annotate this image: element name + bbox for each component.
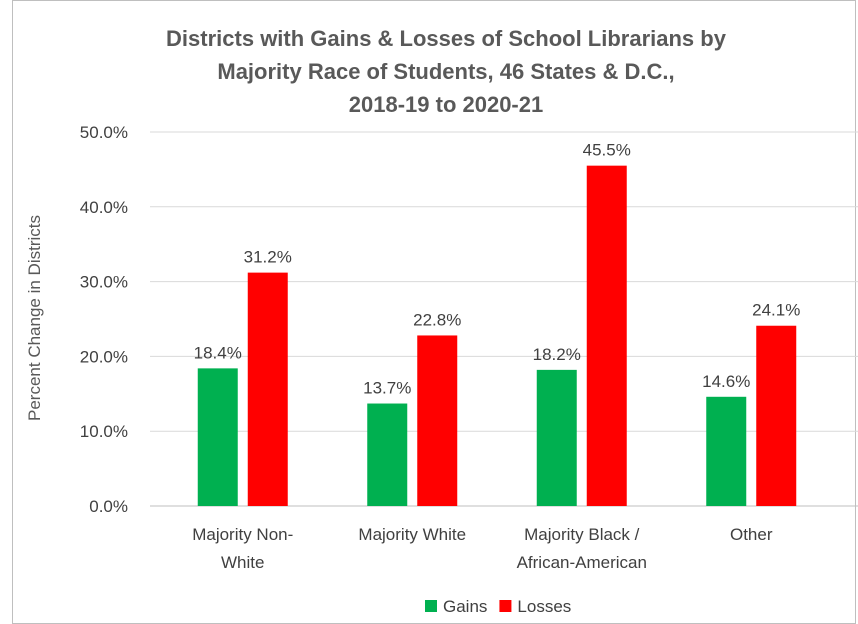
y-tick-label: 20.0% xyxy=(80,347,128,366)
bar-losses-0 xyxy=(247,272,288,506)
category-label: White xyxy=(221,553,264,572)
data-label: 13.7% xyxy=(363,379,411,398)
category-label: Majority Black / xyxy=(524,525,640,544)
category-label: Majority White xyxy=(358,525,466,544)
y-tick-label: 50.0% xyxy=(80,123,128,142)
category-label: Majority Non- xyxy=(192,525,293,544)
bars xyxy=(197,165,797,506)
chart-title-line: 2018-19 to 2020-21 xyxy=(349,92,543,117)
data-labels: 18.4% 31.2% 13.7% 22.8% 18.2% 45.5% 14.6% 24.1% xyxy=(194,141,801,398)
y-tick-label: 10.0% xyxy=(80,422,128,441)
category-label: African-American xyxy=(517,553,647,572)
category-label: Other xyxy=(730,525,773,544)
data-label: 18.2% xyxy=(533,345,581,364)
y-tick-label: 30.0% xyxy=(80,273,128,292)
bar-losses-1 xyxy=(417,335,458,506)
y-axis-title: Percent Change in Districts xyxy=(25,215,44,421)
y-axis-ticks: 0.0% 10.0% 20.0% 30.0% 40.0% 50.0% xyxy=(80,123,128,516)
legend-label-gains: Gains xyxy=(443,597,487,616)
bar-gains-1 xyxy=(367,403,408,506)
legend-swatch-losses xyxy=(499,600,512,612)
data-label: 45.5% xyxy=(583,141,631,160)
legend-swatch-gains xyxy=(425,600,437,612)
data-label: 18.4% xyxy=(194,343,242,362)
bar-losses-2 xyxy=(586,165,627,506)
chart-title-line: Majority Race of Students, 46 States & D… xyxy=(217,59,674,84)
chart-title: Districts with Gains & Losses of School … xyxy=(166,26,727,117)
x-axis-categories: Majority Non- White Majority White Majority… xyxy=(192,525,773,572)
bar-gains-0 xyxy=(197,368,238,506)
bar-gains-3 xyxy=(706,396,747,506)
data-label: 31.2% xyxy=(244,248,292,267)
bar-gains-2 xyxy=(536,369,577,506)
legend-label-losses: Losses xyxy=(517,597,571,616)
data-label: 14.6% xyxy=(702,372,750,391)
data-label: 22.8% xyxy=(413,310,461,329)
y-tick-label: 40.0% xyxy=(80,198,128,217)
chart-title-line: Districts with Gains & Losses of School … xyxy=(166,26,727,51)
data-label: 24.1% xyxy=(752,301,800,320)
y-tick-label: 0.0% xyxy=(89,497,128,516)
legend: Gains Losses xyxy=(425,597,571,616)
bar-losses-3 xyxy=(756,325,797,506)
